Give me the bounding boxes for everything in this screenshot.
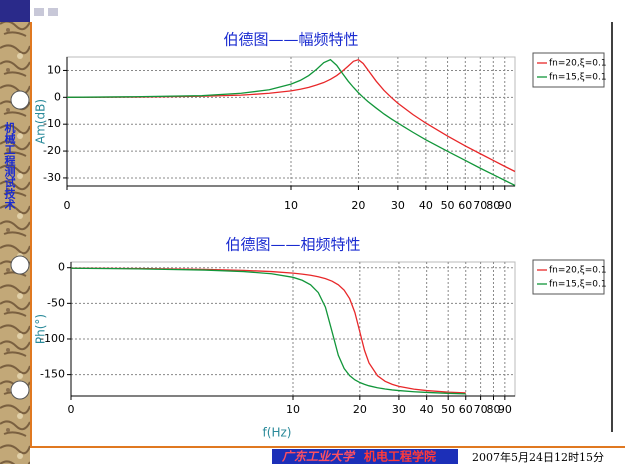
binder-hole <box>11 381 29 399</box>
x-axis-label: f(Hz) <box>263 426 292 440</box>
y-tick-label: -50 <box>47 296 65 309</box>
footer-dept: 机电工程学院 <box>364 449 436 464</box>
x-tick-label: 10 <box>284 199 298 212</box>
legend-label: fn=20,ξ=0.1 <box>549 59 607 69</box>
y-tick-label: 0 <box>58 261 65 274</box>
x-tick-label: 20 <box>351 199 365 212</box>
y-tick-label: -100 <box>40 332 65 345</box>
binder-hole <box>11 256 29 274</box>
legend-label: fn=20,ξ=0.1 <box>549 266 607 276</box>
y-tick-label: -150 <box>40 368 65 381</box>
x-tick-label: 20 <box>353 403 367 416</box>
y-tick-label: -10 <box>43 117 61 130</box>
x-tick-label: 0 <box>64 199 71 212</box>
x-tick-label: 10 <box>286 403 300 416</box>
x-tick-label: 0 <box>68 403 75 416</box>
x-tick-label: 60 <box>458 199 472 212</box>
x-tick-label: 40 <box>419 199 433 212</box>
x-tick-label: 50 <box>441 403 455 416</box>
binder-hole <box>11 91 29 109</box>
x-tick-label: 40 <box>420 403 434 416</box>
legend-label: fn=15,ξ=0.1 <box>549 280 607 290</box>
x-tick-label: 60 <box>459 403 473 416</box>
legend-label: fn=15,ξ=0.1 <box>549 73 607 83</box>
x-tick-label: 50 <box>441 199 455 212</box>
footer-org: 广东工业大学 <box>281 450 356 464</box>
top-icon <box>48 8 58 16</box>
y-tick-label: 0 <box>54 90 61 103</box>
side-label: 机械工程测试技术 <box>2 122 16 210</box>
top-icon <box>34 8 44 16</box>
y-tick-label: 10 <box>47 63 61 76</box>
y-tick-label: -20 <box>43 144 61 157</box>
x-tick-label: 70 <box>473 199 487 212</box>
page: {"slide": {"side_label": "机械工程测试技术", "fo… <box>0 0 625 464</box>
x-tick-label: 90 <box>498 199 512 212</box>
chart-title: 伯德图——幅频特性 <box>223 31 358 49</box>
footer-time: 2007年5月24日12时15分 <box>472 450 604 464</box>
chart-title: 伯德图——相频特性 <box>225 236 360 254</box>
slide: 广东工业大学 机电工程学院 2007年5月24日12时15分 伯德图——幅频特性… <box>0 0 625 464</box>
top-icon <box>0 0 30 22</box>
x-tick-label: 30 <box>392 403 406 416</box>
y-tick-label: -30 <box>43 171 61 184</box>
x-tick-label: 30 <box>391 199 405 212</box>
x-tick-label: 90 <box>498 403 512 416</box>
